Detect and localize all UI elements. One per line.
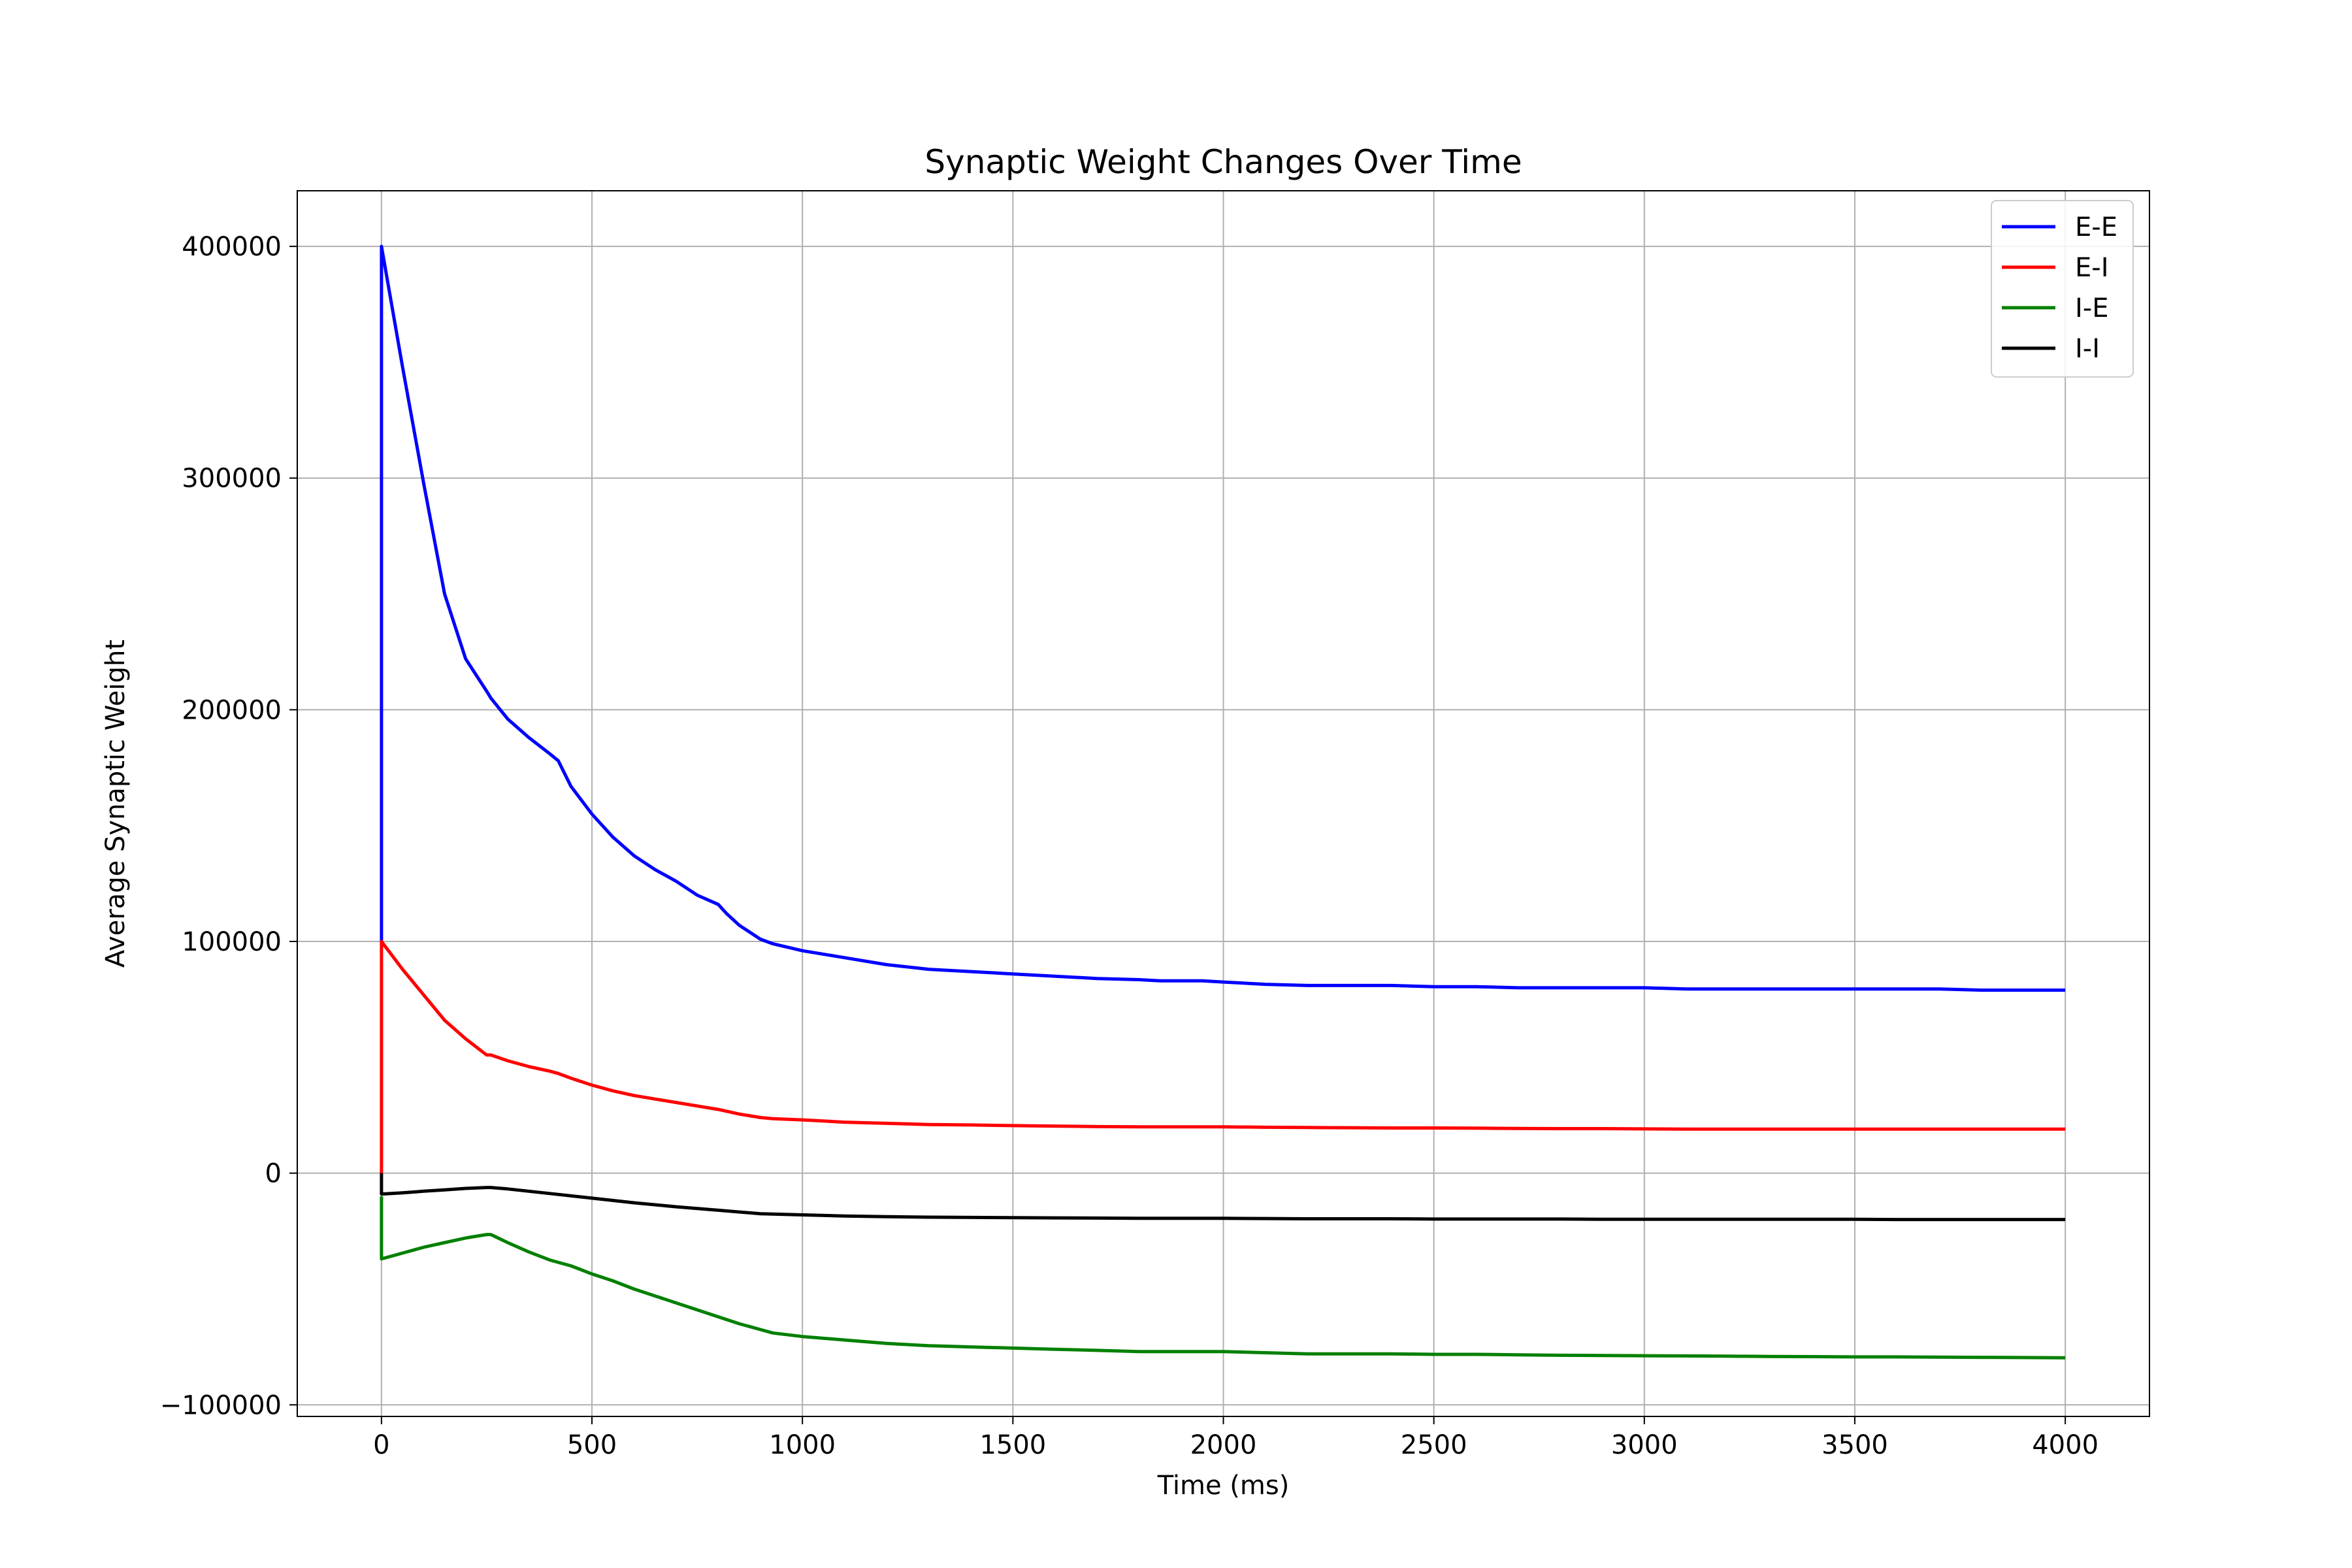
chart-title: Synaptic Weight Changes Over Time [924, 143, 1522, 181]
legend: E-E E-I I-E I-I [1991, 200, 2134, 378]
x-tick-label: 1000 [769, 1430, 836, 1460]
legend-label: I-I [2075, 334, 2100, 364]
y-tick-label: 0 [265, 1159, 282, 1189]
series-layer [380, 244, 2066, 1360]
series-line-i-i [380, 1173, 2066, 1222]
x-tick-label: 4000 [2032, 1430, 2099, 1460]
x-axis: 0 500 1000 1500 2000 2500 3000 3500 4000 [373, 1416, 2099, 1460]
x-tick-label: 2000 [1190, 1430, 1257, 1460]
y-tick-label: 200000 [182, 695, 282, 725]
legend-box [1991, 200, 2134, 378]
legend-label: I-E [2075, 293, 2109, 323]
series-line-e-i [380, 939, 2066, 1173]
x-tick-label: 0 [373, 1430, 389, 1460]
legend-label: E-I [2075, 253, 2109, 283]
x-tick-label: 500 [567, 1430, 617, 1460]
y-axis: −100000 0 100000 200000 300000 400000 [160, 232, 297, 1420]
y-tick-label: −100000 [160, 1390, 282, 1420]
y-tick-label: 100000 [182, 927, 282, 957]
y-tick-label: 400000 [182, 232, 282, 262]
x-tick-label: 2500 [1401, 1430, 1467, 1460]
legend-label: E-E [2075, 212, 2117, 242]
x-tick-label: 1500 [979, 1430, 1046, 1460]
series-line-e-e [380, 244, 2066, 992]
x-tick-label: 3500 [1821, 1430, 1888, 1460]
series-line-i-e [380, 1196, 2066, 1360]
y-axis-label: Average Synaptic Weight [101, 640, 131, 968]
grid-lines [297, 191, 2149, 1416]
x-axis-label: Time (ms) [1157, 1471, 1290, 1501]
y-tick-label: 300000 [182, 464, 282, 494]
x-tick-label: 3000 [1611, 1430, 1678, 1460]
